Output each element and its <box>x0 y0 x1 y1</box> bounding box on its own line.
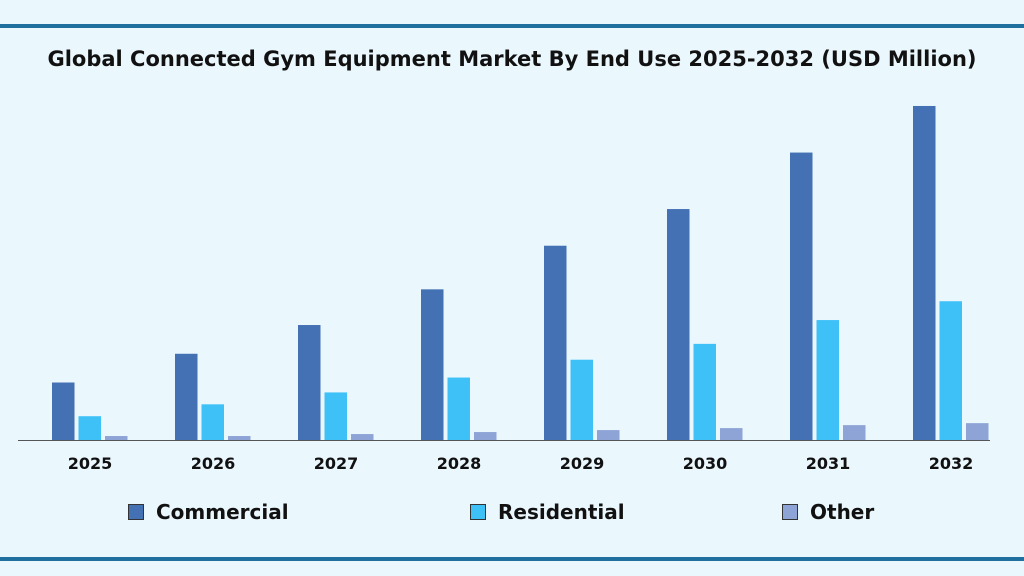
legend-residential: Residential <box>470 500 625 524</box>
bar-other-2032 <box>966 423 989 440</box>
top-rule <box>0 24 1024 28</box>
bar-commercial-2031 <box>790 152 813 440</box>
bar-residential-2031 <box>816 320 839 440</box>
x-tick-label: 2027 <box>314 454 359 473</box>
legend-swatch-residential <box>470 504 486 520</box>
bar-residential-2026 <box>201 404 224 440</box>
bar-residential-2027 <box>324 392 347 440</box>
chart-title: Global Connected Gym Equipment Market By… <box>47 47 977 71</box>
legend-commercial: Commercial <box>128 500 289 524</box>
bar-commercial-2032 <box>913 105 936 441</box>
bar-commercial-2026 <box>175 353 198 440</box>
bar-other-2028 <box>474 432 497 440</box>
bar-other-2025 <box>105 436 128 440</box>
bar-commercial-2028 <box>421 289 444 440</box>
x-tick-label: 2025 <box>68 454 113 473</box>
bar-other-2031 <box>843 425 866 440</box>
legend-swatch-commercial <box>128 504 144 520</box>
bar-other-2030 <box>720 428 743 440</box>
bar-residential-2025 <box>78 416 101 440</box>
bar-commercial-2030 <box>667 209 690 440</box>
bottom-rule <box>0 557 1024 561</box>
bar-other-2026 <box>228 436 251 440</box>
bar-residential-2028 <box>447 377 470 440</box>
bar-residential-2032 <box>939 301 962 440</box>
legend-label-commercial: Commercial <box>156 500 289 524</box>
x-tick-label: 2031 <box>806 454 851 473</box>
legend-label-residential: Residential <box>498 500 625 524</box>
legend-swatch-other <box>782 504 798 520</box>
bar-commercial-2025 <box>52 382 75 440</box>
bar-residential-2030 <box>693 343 716 440</box>
x-tick-label: 2032 <box>929 454 974 473</box>
bar-other-2029 <box>597 430 620 440</box>
x-tick-label: 2028 <box>437 454 482 473</box>
legend-label-other: Other <box>810 500 875 524</box>
x-tick-label: 2026 <box>191 454 236 473</box>
legend-other: Other <box>782 500 874 524</box>
bar-commercial-2027 <box>298 325 321 440</box>
bar-commercial-2029 <box>544 245 567 440</box>
bar-other-2027 <box>351 434 374 440</box>
x-tick-label: 2030 <box>683 454 728 473</box>
x-tick-label: 2029 <box>560 454 605 473</box>
bar-residential-2029 <box>570 359 593 440</box>
